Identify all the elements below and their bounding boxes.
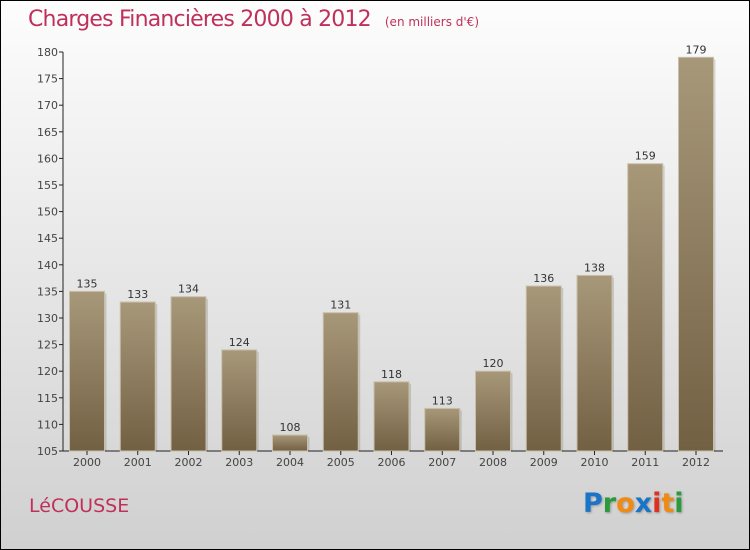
title-bar: Charges Financières 2000 à 2012 (en mill… (28, 7, 479, 32)
commune-name: LéCOUSSE (29, 495, 130, 517)
bar-2000 (69, 290, 105, 452)
y-tick-label: 175 (37, 73, 58, 86)
proxiti-logo: Proxiti (583, 488, 684, 519)
y-tick-label: 145 (37, 232, 58, 245)
data-label: 131 (330, 299, 351, 312)
data-label: 120 (483, 357, 504, 370)
data-label: 118 (381, 368, 402, 381)
x-tick-label: 2012 (682, 456, 710, 469)
bar-2006 (373, 381, 410, 452)
x-tick-label: 2005 (327, 456, 355, 469)
data-label: 159 (635, 150, 656, 163)
y-tick-label: 115 (37, 392, 58, 405)
y-tick-label: 150 (37, 206, 58, 219)
x-tick-label: 2004 (276, 456, 304, 469)
x-tick-label: 2000 (73, 456, 101, 469)
y-tick-label: 180 (37, 46, 58, 59)
bar-2011 (627, 163, 664, 452)
data-label: 136 (533, 272, 554, 285)
x-tick-label: 2010 (581, 456, 609, 469)
x-tick-label: 2003 (225, 456, 253, 469)
data-label: 138 (584, 261, 605, 274)
bar-2009 (525, 285, 562, 452)
y-tick-label: 135 (37, 285, 58, 298)
bar-2007 (424, 407, 461, 452)
bar-2001 (119, 301, 156, 452)
bar-2005 (322, 312, 359, 452)
data-label: 108 (280, 421, 301, 434)
y-tick-label: 130 (37, 312, 58, 325)
x-tick-label: 2002 (175, 456, 203, 469)
data-label: 133 (127, 288, 148, 301)
data-label: 135 (77, 277, 98, 290)
data-label: 179 (686, 43, 707, 56)
y-tick-label: 155 (37, 179, 58, 192)
y-tick-label: 160 (37, 152, 58, 165)
x-tick-label: 2007 (428, 456, 456, 469)
bar-2008 (475, 370, 511, 452)
data-label: 113 (432, 394, 453, 407)
bar-2002 (170, 296, 207, 452)
bar-2004 (272, 434, 308, 452)
y-tick-label: 140 (37, 259, 58, 272)
data-label: 124 (229, 336, 250, 349)
y-tick-label: 105 (37, 445, 58, 458)
x-tick-label: 2009 (530, 456, 558, 469)
x-tick-label: 2001 (124, 456, 152, 469)
x-tick-label: 2008 (479, 456, 507, 469)
chart-subtitle: (en milliers d'€) (384, 15, 479, 29)
data-label: 134 (178, 283, 199, 296)
bar-2003 (221, 349, 258, 452)
chart-title: Charges Financières 2000 à 2012 (28, 7, 372, 32)
y-tick-label: 165 (37, 126, 58, 139)
x-tick-label: 2011 (631, 456, 659, 469)
bar-2012 (678, 56, 714, 452)
y-tick-label: 110 (37, 418, 58, 431)
x-tick-label: 2006 (378, 456, 406, 469)
y-tick-label: 120 (37, 365, 58, 378)
bar-2010 (576, 274, 613, 452)
y-tick-label: 170 (37, 99, 58, 112)
y-tick-label: 125 (37, 339, 58, 352)
